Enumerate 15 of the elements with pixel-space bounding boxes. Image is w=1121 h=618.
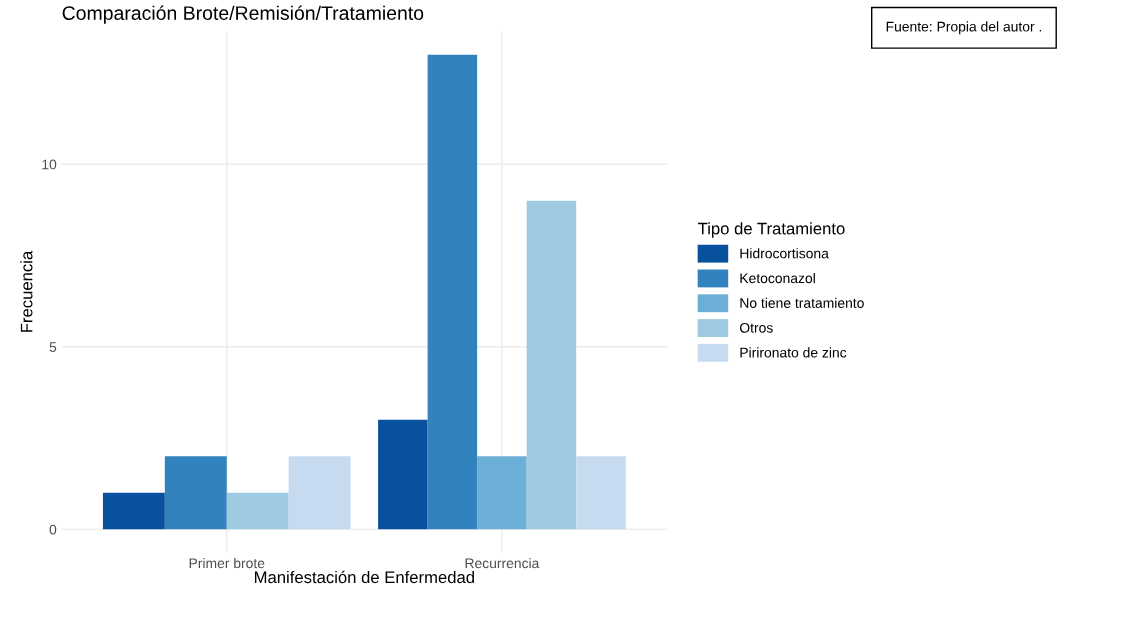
y-tick-label: 5 (49, 342, 57, 352)
x-tick-label: Primer brote (189, 557, 265, 569)
source-note: Fuente: Propia del autor . (886, 21, 1042, 35)
legend-label: Otros (739, 322, 773, 333)
legend-title: Tipo de Tratamiento (698, 222, 845, 238)
x-axis-title: Manifestación de Enfermedad (254, 570, 474, 584)
legend-label: Pirironato de zinc (740, 347, 847, 358)
y-axis-title: Frecuencia (20, 250, 33, 332)
chart-title: Comparación Brote/Remisión/Tratamiento (62, 5, 424, 24)
x-tick-label: Recurrencia (465, 557, 540, 569)
y-tick-label: 0 (49, 524, 57, 535)
legend-label: Hidrocortisona (740, 248, 829, 259)
legend-label: Ketoconazol (740, 272, 815, 284)
y-tick-label: 10 (42, 159, 57, 170)
legend-label: No tiene tratamiento (740, 297, 864, 308)
